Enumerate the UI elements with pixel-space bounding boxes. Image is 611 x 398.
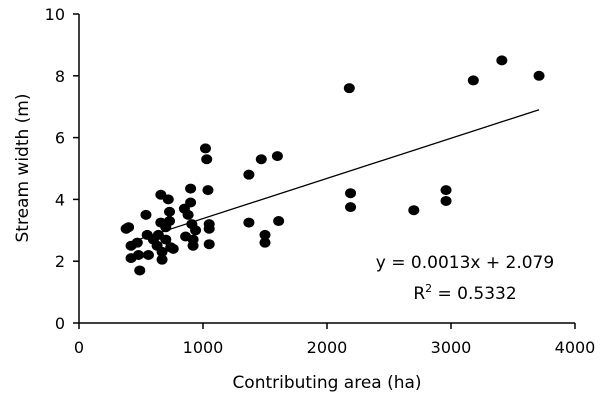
- data-point: [255, 154, 267, 165]
- data-points: [120, 55, 545, 276]
- y-axis-label: Stream width (m): [13, 94, 33, 243]
- data-point: [156, 254, 168, 265]
- x-tick-labels: 0 1000 2000 3000 4000: [74, 323, 595, 357]
- data-point: [203, 239, 215, 250]
- data-point: [467, 75, 479, 86]
- x-tick-label: 1000: [183, 338, 224, 357]
- data-point: [156, 246, 168, 257]
- data-point: [160, 234, 172, 245]
- data-point: [273, 216, 285, 227]
- x-tick-label: 3000: [431, 338, 472, 357]
- y-tick-label: 6: [55, 129, 65, 148]
- data-point: [440, 195, 452, 206]
- y-tick-label: 10: [45, 5, 65, 24]
- data-point: [203, 223, 215, 234]
- data-point: [533, 70, 545, 81]
- data-point: [440, 185, 452, 196]
- y-tick-label: 2: [55, 252, 65, 271]
- data-point: [167, 243, 179, 254]
- y-tick-label: 0: [55, 314, 65, 333]
- r-squared-value: = 0.5332: [432, 284, 517, 304]
- data-point: [187, 240, 199, 251]
- x-tick-label: 2000: [307, 338, 348, 357]
- data-point: [202, 185, 214, 196]
- data-point: [190, 225, 202, 236]
- data-point: [182, 209, 194, 220]
- data-point: [185, 197, 197, 208]
- y-tick-label: 8: [55, 67, 65, 86]
- y-tick-label: 4: [55, 190, 65, 209]
- data-point: [345, 202, 357, 213]
- data-point: [164, 206, 176, 217]
- data-point: [345, 188, 357, 199]
- regression-equation: y = 0.0013x + 2.079: [376, 253, 554, 273]
- y-tick-labels: 0 2 4 6 8 10: [45, 5, 79, 333]
- data-point: [162, 194, 174, 205]
- data-point: [259, 229, 271, 240]
- trendline-group: [128, 109, 540, 244]
- data-point: [243, 217, 255, 228]
- r-squared-exponent: 2: [425, 282, 432, 295]
- data-point: [123, 222, 135, 233]
- x-tick-label: 4000: [555, 338, 596, 357]
- data-point: [164, 216, 176, 227]
- data-point: [199, 143, 211, 154]
- r-squared-label: R2 = 0.5332: [413, 282, 516, 304]
- trendline: [128, 109, 540, 244]
- r-squared-prefix: R: [413, 284, 425, 304]
- data-point: [142, 250, 154, 261]
- x-axis-label: Contributing area (ha): [232, 373, 421, 393]
- x-tick-label: 0: [74, 338, 84, 357]
- data-point: [134, 265, 146, 276]
- data-point: [185, 183, 197, 194]
- data-point: [140, 209, 152, 220]
- data-point: [259, 237, 271, 248]
- data-point: [343, 83, 355, 94]
- data-point: [243, 169, 255, 180]
- data-point: [133, 250, 145, 261]
- data-point: [201, 154, 213, 165]
- data-point: [408, 205, 420, 216]
- data-point: [496, 55, 508, 66]
- data-point: [271, 151, 283, 162]
